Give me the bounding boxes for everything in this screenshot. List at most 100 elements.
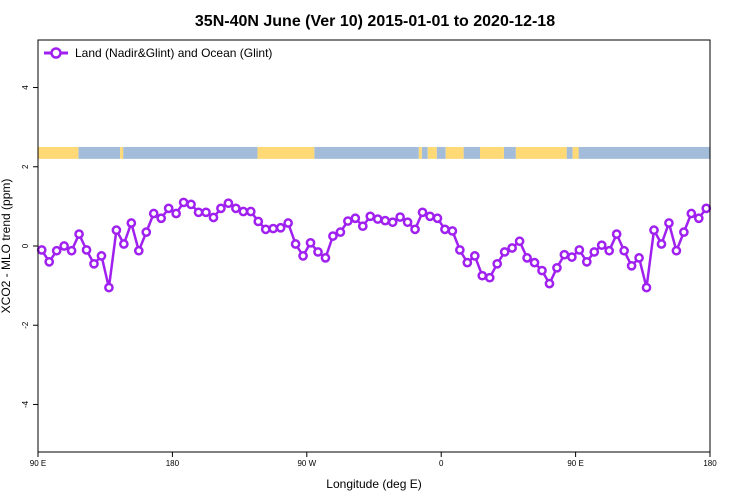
data-point [380, 215, 391, 226]
data-point [253, 216, 264, 227]
data-point [477, 270, 488, 281]
data-point [44, 256, 55, 267]
data-point [544, 278, 555, 289]
data-point [51, 245, 62, 256]
ocean-segment [314, 146, 419, 159]
chart-title: 35N-40N June (Ver 10) 2015-01-01 to 2020… [195, 13, 555, 30]
ocean-segment [566, 146, 573, 159]
data-point [59, 241, 69, 251]
data-point [656, 239, 667, 249]
data-point [507, 243, 517, 253]
data-point [462, 257, 473, 268]
data-point [335, 227, 346, 237]
ocean-segment [78, 146, 121, 159]
data-point [111, 225, 122, 236]
data-point [499, 247, 510, 257]
land-segment [445, 146, 464, 159]
x-tick-label: 90 E [567, 459, 583, 468]
data-point [484, 272, 495, 283]
data-point [223, 198, 234, 209]
data-point [664, 218, 674, 228]
data-point [216, 203, 226, 214]
data-point [104, 282, 114, 293]
data-point [201, 207, 211, 218]
data-point [260, 224, 271, 235]
series-layer [36, 197, 712, 293]
plot-frame [37, 39, 711, 453]
data-point [611, 229, 622, 239]
ocean-segment [503, 146, 516, 159]
data-point [402, 217, 413, 228]
y-tick-label: 4 [21, 85, 30, 90]
data-point [574, 245, 585, 255]
data-point [238, 206, 249, 217]
land-segment [418, 146, 422, 159]
data-point [514, 236, 525, 247]
land-segment [427, 146, 437, 159]
land-segment [572, 146, 579, 159]
data-point [66, 245, 77, 256]
data-point [290, 239, 301, 249]
data-point [387, 217, 398, 228]
data-point [133, 245, 144, 256]
data-point [455, 245, 465, 255]
data-point [425, 211, 435, 222]
data-point [686, 208, 697, 219]
data-point [320, 253, 331, 263]
data-point [193, 207, 204, 218]
data-point [679, 227, 689, 237]
data-point [559, 249, 570, 260]
data-point [641, 282, 652, 293]
data-point [604, 245, 615, 256]
land-segment [515, 146, 567, 159]
data-point [469, 251, 480, 261]
data-point [89, 258, 99, 269]
data-point [596, 240, 607, 251]
data-point [313, 247, 323, 257]
data-point [36, 245, 47, 255]
data-point [305, 237, 316, 248]
y-tick-label: 2 [21, 164, 30, 169]
data-point [619, 245, 629, 256]
data-point [492, 258, 503, 269]
legend-marker-swatch [50, 47, 62, 59]
data-point [357, 221, 368, 232]
data-point [343, 216, 353, 226]
data-point [119, 239, 129, 249]
y-tick-label: -2 [21, 321, 30, 329]
data-point [395, 212, 405, 222]
land-segment [38, 146, 79, 159]
ocean-segment [436, 146, 446, 159]
x-tick-label: 90 W [297, 459, 316, 468]
data-point [529, 257, 540, 268]
data-point [208, 212, 219, 223]
data-point [372, 214, 383, 224]
data-point [275, 222, 286, 233]
data-point [141, 227, 152, 237]
data-point [567, 252, 577, 262]
y-tick-label: -4 [21, 400, 30, 408]
x-tick-label: 180 [166, 459, 180, 468]
legend-entry-label: Land (Nadir&Glint) and Ocean (Glint) [75, 46, 272, 60]
land-segment [257, 146, 315, 159]
data-point [626, 260, 637, 271]
data-point [148, 208, 159, 219]
x-tick-label: 0 [439, 459, 444, 468]
data-point [537, 265, 547, 276]
y-tick-label: 0 [21, 243, 30, 248]
ocean-segment [578, 146, 710, 159]
land-ocean-band [38, 146, 710, 159]
data-point [245, 206, 256, 217]
data-point [298, 251, 308, 261]
data-point [178, 197, 189, 208]
data-point [417, 207, 428, 218]
data-point [410, 224, 420, 235]
data-point [163, 203, 174, 214]
data-point [589, 247, 600, 257]
legend: Land (Nadir&Glint) and Ocean (Glint) [44, 46, 272, 60]
data-point [634, 253, 644, 263]
data-point [156, 213, 167, 224]
data-point [126, 218, 137, 228]
ocean-segment [123, 146, 258, 159]
